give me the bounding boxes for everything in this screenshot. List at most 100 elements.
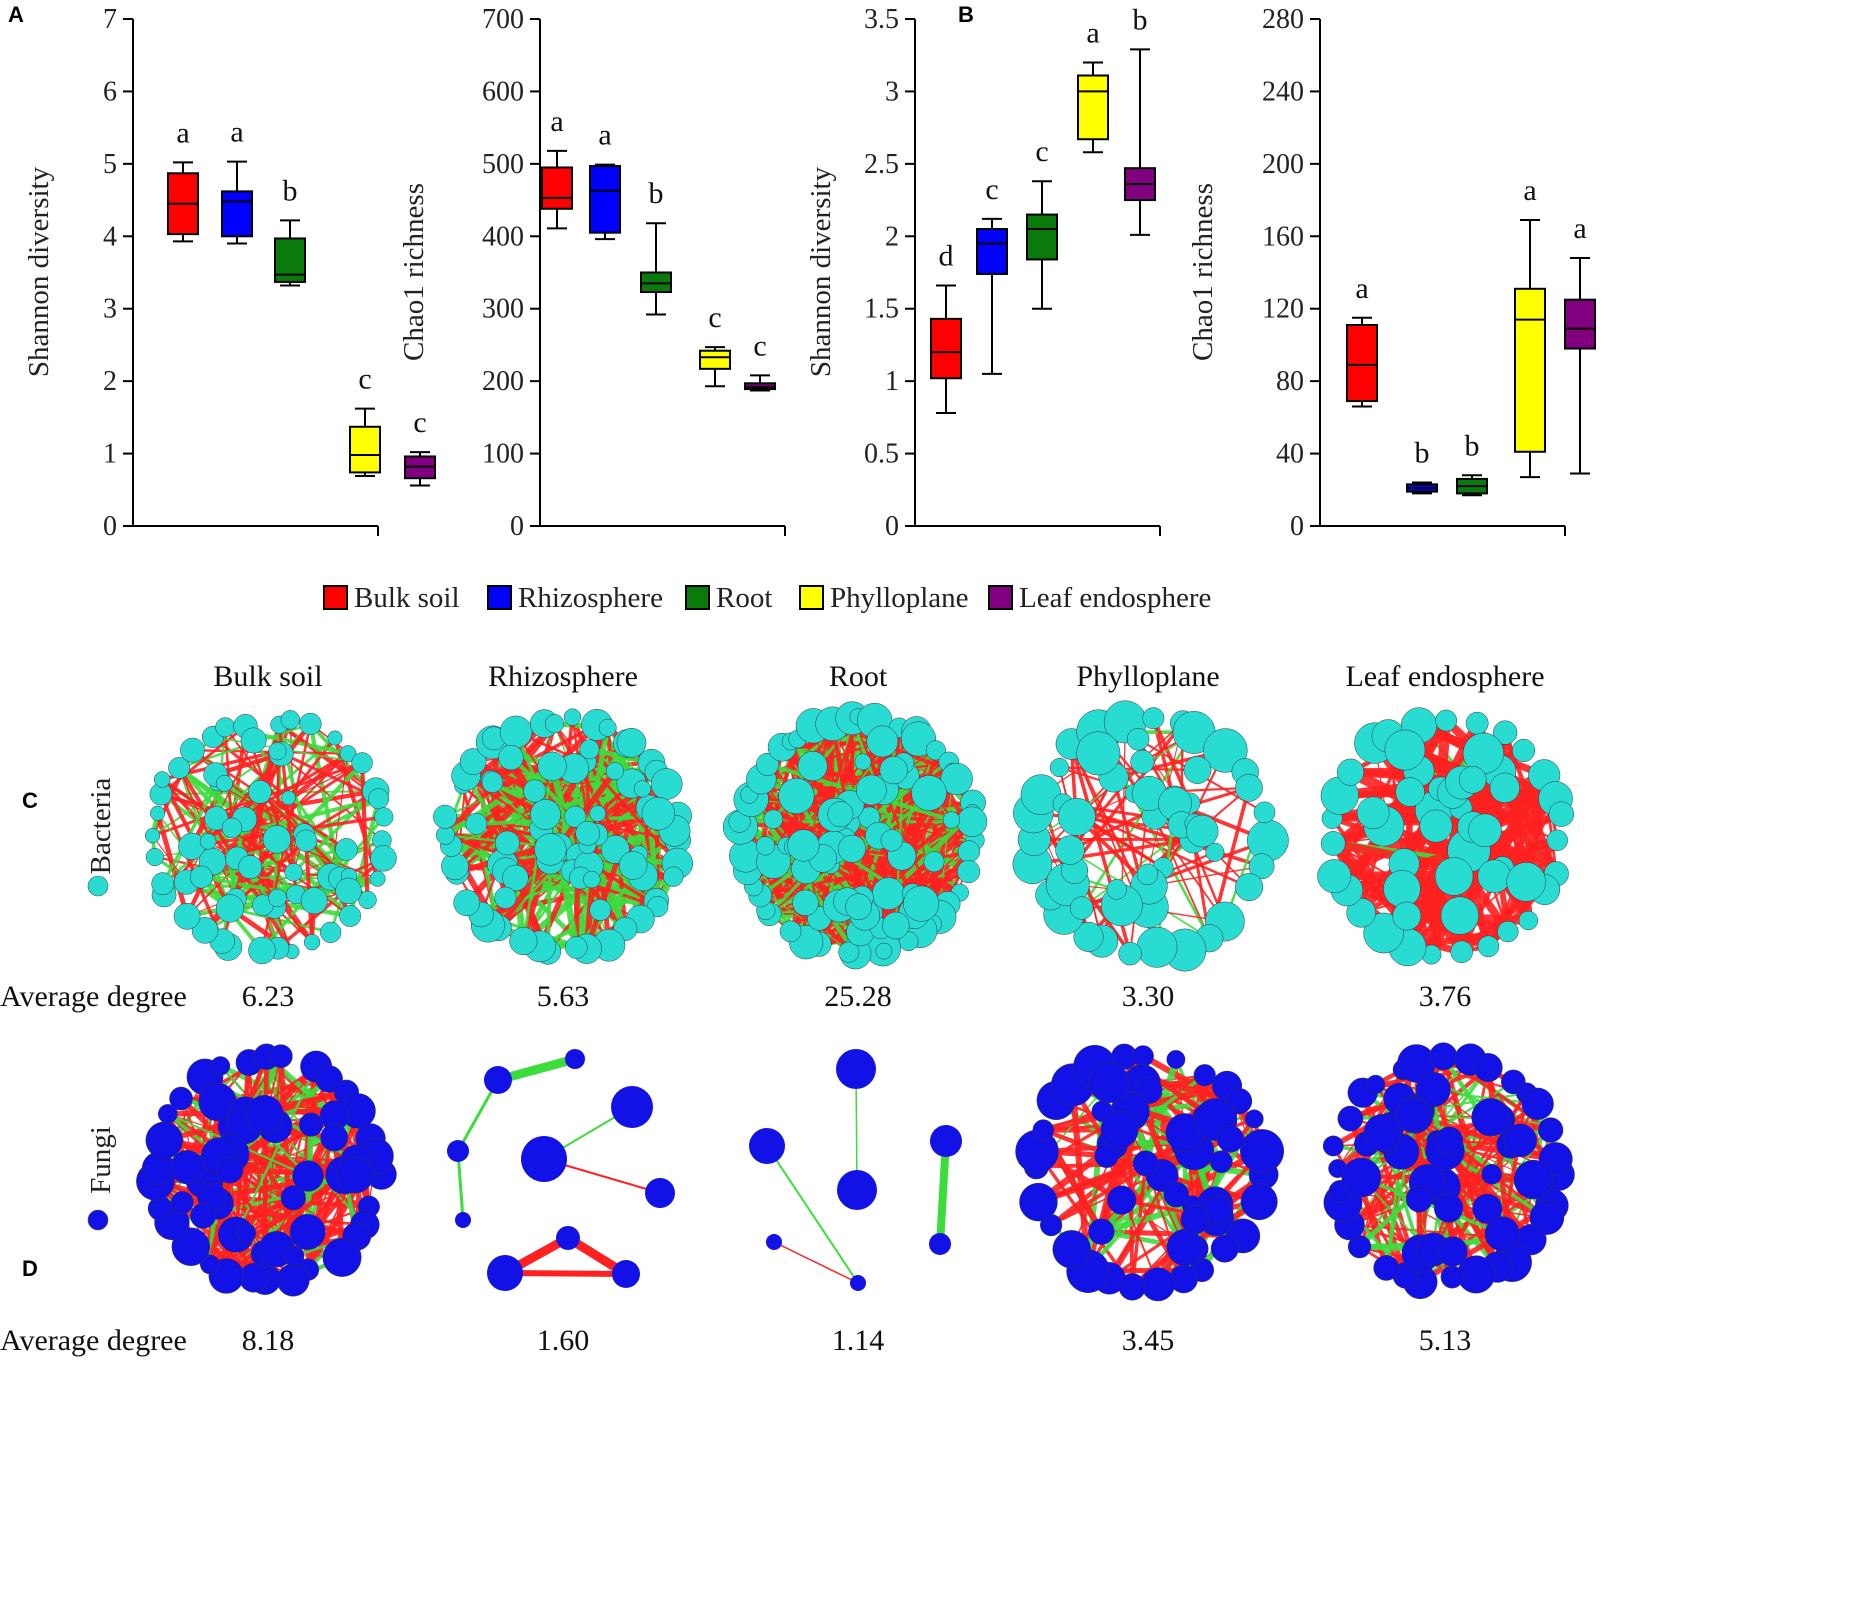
network-node: [484, 1066, 512, 1094]
iqr-box: [1026, 213, 1058, 261]
network-node: [1468, 813, 1502, 848]
network-node: [280, 1185, 306, 1211]
y-tick-label: 6: [103, 76, 117, 107]
network-node: [210, 1056, 231, 1076]
network-node: [144, 828, 161, 844]
legend-swatch: [988, 585, 1013, 610]
box-1: b: [1406, 437, 1438, 495]
network-node: [1049, 758, 1070, 778]
network-node: [1437, 1236, 1468, 1267]
fungi-network-0: [136, 1043, 397, 1297]
y-tick-label: 200: [482, 366, 524, 397]
network-node: [1440, 1265, 1464, 1289]
network-node: [1546, 829, 1568, 851]
network-node: [215, 774, 233, 792]
network-node: [1538, 1117, 1564, 1143]
network-edge: [1037, 1140, 1189, 1205]
network-node: [204, 806, 229, 831]
network-node: [191, 917, 219, 944]
significance-letter: a: [1523, 174, 1536, 207]
y-tick-label: 0: [1290, 511, 1304, 542]
network-node: [836, 1049, 876, 1089]
network-node: [1320, 831, 1346, 856]
box-4: c: [404, 406, 436, 487]
network-node: [1365, 1074, 1386, 1095]
network-nodes: [1322, 1042, 1575, 1300]
y-tick-label: 120: [1262, 294, 1304, 325]
network-node: [1383, 870, 1421, 908]
bacteria-network-0: [144, 710, 397, 965]
network-node: [200, 1254, 220, 1275]
significance-letter: a: [598, 119, 611, 152]
y-axis-title: Shannon diversity: [23, 166, 55, 377]
row-legend-dot: [87, 1209, 109, 1231]
network-node: [1094, 1143, 1119, 1168]
average-degree-value: 8.18: [242, 1324, 295, 1357]
network-node: [641, 796, 676, 831]
column-title-bulk-soil: Bulk soil: [213, 660, 322, 693]
y-tick-label: 7: [103, 4, 117, 35]
panel-label-b: B: [958, 2, 974, 27]
network-node: [837, 834, 866, 863]
network-edge: [585, 760, 679, 865]
y-tick-label: 0: [885, 511, 899, 542]
network-node: [564, 805, 587, 828]
significance-letter: b: [649, 177, 664, 210]
network-node: [1244, 1109, 1264, 1129]
network-node: [215, 894, 245, 923]
network-node: [756, 752, 780, 776]
network-node: [1118, 941, 1142, 966]
network-node: [530, 799, 561, 830]
network-node: [923, 851, 945, 873]
iqr-box: [699, 349, 731, 370]
y-tick-label: 3.5: [864, 4, 899, 35]
y-tick-label: 4: [103, 221, 117, 252]
network-node: [1341, 1157, 1382, 1198]
iqr-box: [1077, 74, 1109, 141]
network-node: [509, 927, 538, 956]
bacteria-network-2: [722, 701, 988, 970]
network-node: [534, 833, 567, 866]
legend-swatch: [487, 585, 512, 610]
network-node: [1405, 1185, 1433, 1213]
network-node: [276, 1263, 310, 1297]
network-edge: [855, 1068, 858, 1191]
network-node: [158, 1104, 178, 1124]
y-tick-label: 2: [103, 366, 117, 397]
chart-2: 0 0.5 1 1.5 2 2.5 3 3.5 Shannon diversity d c c a b: [805, 3, 1161, 542]
network-node: [268, 888, 287, 908]
network-node: [903, 885, 940, 922]
network-node: [942, 811, 961, 829]
y-tick-label: 0.5: [864, 439, 899, 470]
network-edge: [504, 1270, 627, 1277]
legend-label: Phylloplane: [830, 582, 969, 614]
y-tick-label: 400: [482, 221, 524, 252]
network-node: [190, 1202, 216, 1229]
network-node: [1019, 1182, 1058, 1222]
network-node: [199, 833, 217, 850]
average-degree-value: 3.45: [1122, 1324, 1175, 1357]
network-node: [1130, 749, 1155, 774]
network-node: [763, 809, 783, 829]
network-edge: [160, 724, 247, 796]
box-4: b: [1124, 3, 1156, 236]
network-node: [1512, 738, 1536, 762]
chart-0: 0 1 2 3 4 5 6 7 Shannon diversity a a b c c: [23, 4, 436, 542]
network-node: [925, 740, 946, 761]
network-node: [145, 1121, 183, 1159]
iqr-box: [640, 271, 672, 294]
network-node: [1126, 728, 1150, 751]
network-edge: [247, 1062, 266, 1254]
network-node: [875, 942, 893, 960]
network-edge: [1142, 1058, 1180, 1165]
network-node: [827, 801, 854, 828]
legend-label: Root: [716, 582, 772, 614]
iqr-box: [976, 228, 1008, 275]
box-0: a: [1346, 272, 1378, 408]
network-node: [494, 886, 517, 909]
network-node: [1185, 814, 1219, 848]
network-node: [956, 860, 981, 884]
network-node: [170, 1191, 194, 1214]
network-node: [556, 1226, 580, 1250]
box-2: b: [274, 174, 306, 287]
